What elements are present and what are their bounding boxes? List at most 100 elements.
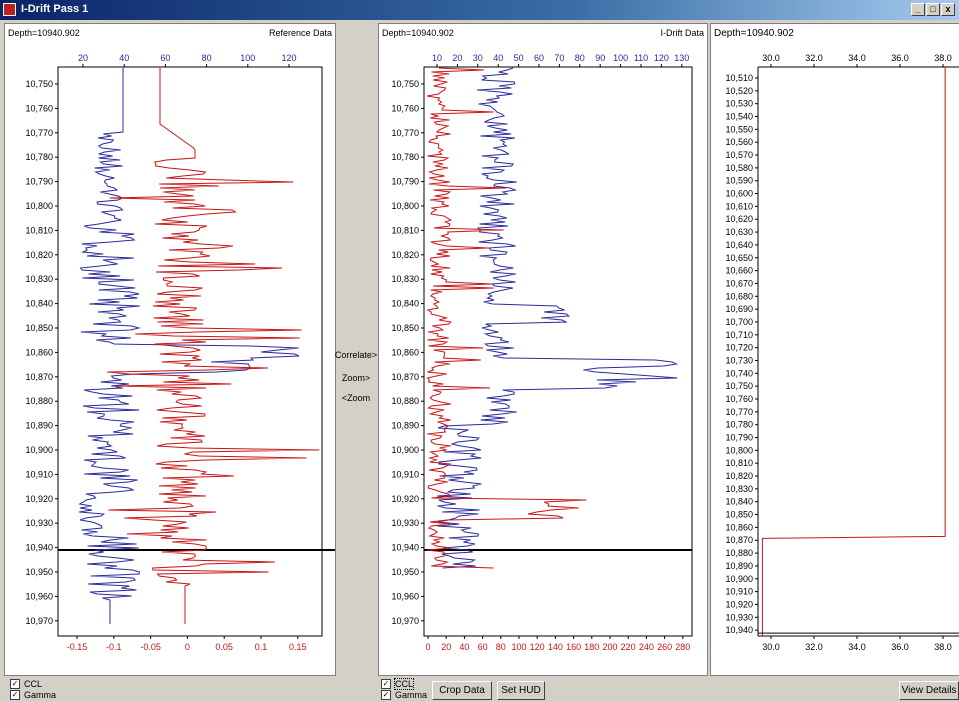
- drift-correlation-plot[interactable]: 30.0 32.0 34.0 36.0 38.0 30.0 32.0 34.0 36.0 38.0…: [711, 24, 959, 675]
- crop-data-button[interactable]: Crop Data: [432, 681, 492, 700]
- top-tick-label: 34.0: [848, 53, 866, 63]
- depth-label: 10,800: [391, 201, 419, 211]
- minimize-button[interactable]: _: [911, 3, 925, 16]
- depth-label: 10,880: [725, 548, 753, 558]
- checkmark-icon: ✓: [381, 679, 391, 689]
- zoom-out-button[interactable]: <Zoom: [341, 393, 371, 403]
- drift-correlation-panel: Depth=10940.902 30.0 32.0 34.0 36.0 38.0 30.0…: [710, 23, 959, 676]
- checkmark-icon: ✓: [10, 679, 20, 689]
- checkbox-gamma-middle[interactable]: ✓ Gamma: [381, 690, 427, 700]
- checkmark-icon: ✓: [381, 690, 391, 700]
- bottom-tick-label: 36.0: [891, 642, 909, 652]
- depth-label: 10,780: [725, 420, 753, 430]
- depth-label: 10,860: [725, 522, 753, 532]
- top-tick-label: 100: [613, 53, 628, 63]
- depth-label: 10,840: [391, 299, 419, 309]
- depth-label: 10,780: [391, 152, 419, 162]
- depth-label: 10,790: [25, 177, 53, 187]
- depth-label: 10,550: [725, 124, 753, 134]
- plot-frame: [57, 66, 323, 637]
- depth-label: 10,720: [725, 343, 753, 353]
- depth-label: 10,730: [725, 355, 753, 365]
- idrift-depth-label: Depth=10940.902: [382, 28, 454, 38]
- checkbox-label: Gamma: [395, 690, 428, 700]
- depth-label: 10,800: [25, 201, 53, 211]
- depth-label: 10,870: [391, 372, 419, 382]
- bottom-tick-label: 120: [530, 642, 545, 652]
- depth-label: 10,920: [725, 599, 753, 609]
- depth-label: 10,880: [25, 396, 53, 406]
- bottom-tick-label: 140: [548, 642, 563, 652]
- checkbox-label: CCL: [24, 679, 43, 689]
- depth-label: 10,930: [391, 518, 419, 528]
- depth-label: 10,850: [725, 510, 753, 520]
- reference-depth-label: Depth=10940.902: [8, 28, 80, 38]
- bottom-tick-label: 200: [602, 642, 617, 652]
- depth-label: 10,760: [391, 103, 419, 113]
- reference-data-panel: Depth=10940.902 Reference Data 20 40 60 80 1…: [4, 23, 336, 676]
- top-tick-label: 30: [473, 53, 483, 63]
- close-button[interactable]: x: [941, 3, 955, 16]
- depth-label: 10,970: [391, 616, 419, 626]
- bottom-tick-label: 30.0: [762, 642, 780, 652]
- checkbox-gamma-left[interactable]: ✓ Gamma: [10, 690, 56, 700]
- top-tick-label: 50: [514, 53, 524, 63]
- top-tick-label: 30.0: [762, 53, 780, 63]
- bottom-tick-label: -0.1: [106, 642, 122, 652]
- depth-label: 10,780: [25, 152, 53, 162]
- depth-label: 10,890: [391, 421, 419, 431]
- depth-label: 10,970: [25, 616, 53, 626]
- depth-label: 10,680: [725, 291, 753, 301]
- depth-label: 10,920: [391, 494, 419, 504]
- correlate-button[interactable]: Correlate>: [334, 350, 378, 360]
- reference-data-plot[interactable]: 20 40 60 80 100 120 -0.15 -0.1 -0.05 0 0.05 0.1 0.15…: [5, 24, 335, 675]
- depth-label: 10,940: [725, 625, 753, 635]
- top-tick-label: 90: [595, 53, 605, 63]
- bottom-tick-label: 0: [185, 642, 190, 652]
- reference-panel-title: Reference Data: [268, 28, 332, 38]
- bottom-tick-label: 220: [621, 642, 636, 652]
- bottom-tick-label: 60: [478, 642, 488, 652]
- depth-label: 10,600: [725, 189, 753, 199]
- depth-label: 10,560: [725, 137, 753, 147]
- bottom-tick-label: 40: [459, 642, 469, 652]
- top-tick-label: 120: [654, 53, 669, 63]
- depth-label: 10,740: [725, 368, 753, 378]
- zoom-in-button[interactable]: Zoom>: [341, 373, 371, 383]
- view-details-button[interactable]: View Details: [899, 681, 959, 700]
- checkbox-label: Gamma: [24, 690, 57, 700]
- maximize-button[interactable]: □: [926, 3, 940, 16]
- bottom-tick-label: -0.15: [67, 642, 88, 652]
- drift-depth-label: Depth=10940.902: [714, 28, 794, 39]
- depth-label: 10,750: [25, 79, 53, 89]
- depth-label: 10,880: [391, 396, 419, 406]
- depth-label: 10,910: [25, 469, 53, 479]
- bottom-tick-label: 0.15: [289, 642, 307, 652]
- depth-label: 10,700: [725, 317, 753, 327]
- checkbox-ccl-middle[interactable]: ✓ CCL: [381, 678, 415, 690]
- depth-label: 10,940: [25, 543, 53, 553]
- depth-label: 10,690: [725, 304, 753, 314]
- depth-label: 10,650: [725, 253, 753, 263]
- depth-label: 10,930: [725, 612, 753, 622]
- bottom-tick-label: 100: [511, 642, 526, 652]
- depth-label: 10,810: [391, 225, 419, 235]
- bottom-tick-label: 0: [425, 642, 430, 652]
- depth-label: 10,770: [391, 128, 419, 138]
- idrift-data-plot[interactable]: 10 20 30 40 50 60 70 80 90 100 110 120 130 0 20 40 60 80 1…: [379, 24, 707, 675]
- top-tick-label: 110: [634, 53, 648, 63]
- depth-label: 10,800: [725, 445, 753, 455]
- depth-label: 10,750: [391, 79, 419, 89]
- top-tick-label: 80: [575, 53, 585, 63]
- top-tick-label: 130: [674, 53, 689, 63]
- depth-label: 10,840: [25, 299, 53, 309]
- top-tick-label: 40: [119, 53, 129, 63]
- checkbox-label: CCL: [393, 678, 415, 690]
- set-hud-button[interactable]: Set HUD: [497, 681, 545, 700]
- bottom-tick-label: 38.0: [934, 642, 952, 652]
- depth-label: 10,820: [725, 471, 753, 481]
- depth-label: 10,710: [725, 330, 753, 340]
- depth-label: 10,900: [391, 445, 419, 455]
- idrift-panel-title: I-Drift Data: [660, 28, 704, 38]
- checkbox-ccl-left[interactable]: ✓ CCL: [10, 679, 42, 689]
